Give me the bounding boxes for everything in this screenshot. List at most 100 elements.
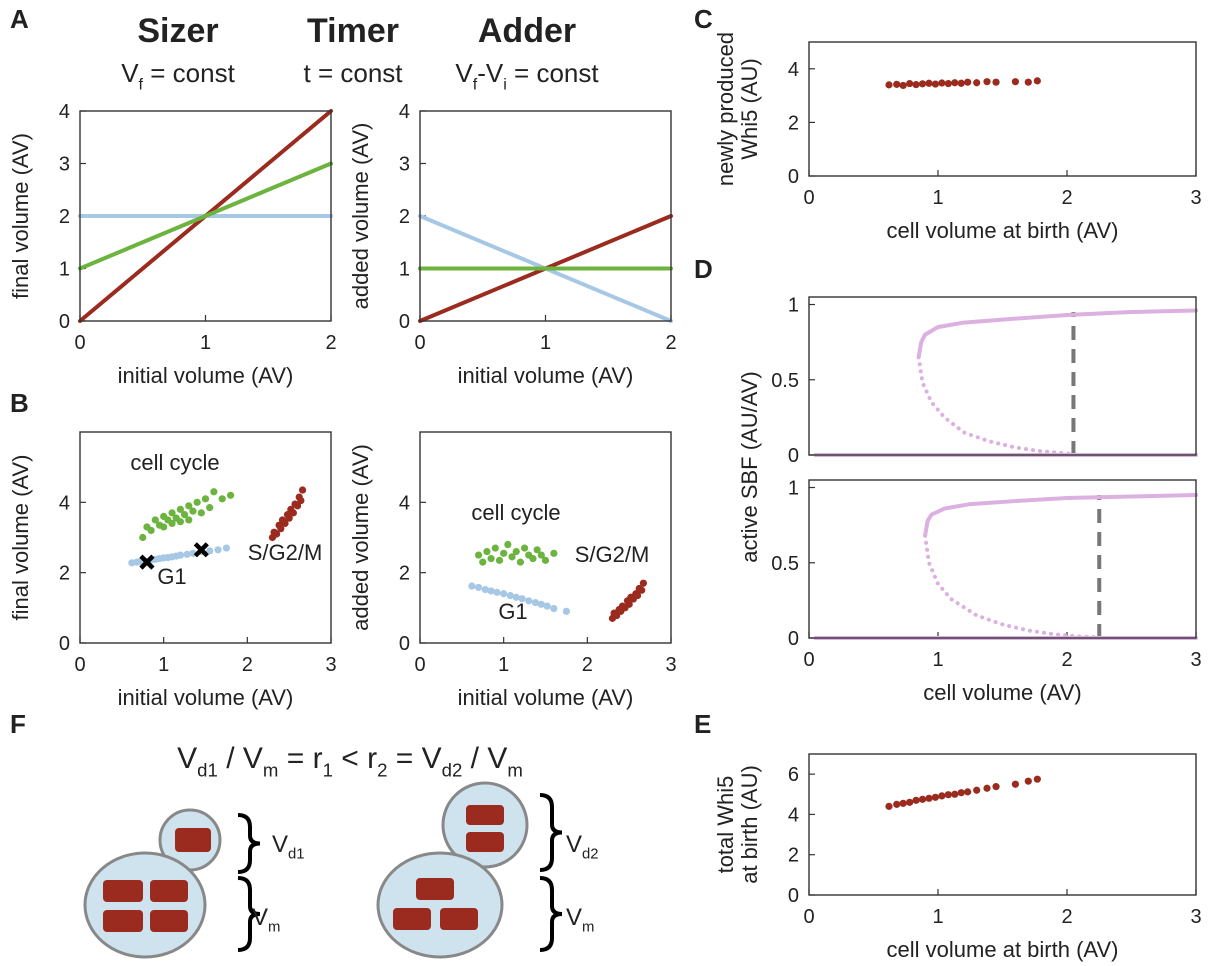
point bbox=[899, 799, 907, 807]
brace bbox=[237, 876, 261, 952]
y-tick-label: 4 bbox=[788, 804, 799, 826]
formula-text: t = const bbox=[304, 58, 404, 88]
axes: 0 1 2 0 1 2 3 4 initial volume (AV) final volume … bbox=[8, 101, 337, 388]
x-tick-label: 3 bbox=[325, 654, 336, 676]
diagram-f bbox=[83, 781, 563, 959]
x-tick-label: 0 bbox=[414, 654, 425, 676]
subscript: i bbox=[503, 75, 507, 93]
x-tick-label: 0 bbox=[803, 187, 814, 209]
point bbox=[893, 80, 901, 88]
x-axis-label: cell volume at birth (AV) bbox=[887, 937, 1119, 962]
point bbox=[951, 790, 959, 798]
point bbox=[168, 519, 176, 528]
point bbox=[168, 509, 176, 517]
plot-area bbox=[809, 480, 1196, 638]
point bbox=[885, 81, 893, 89]
y-tick-label: 2 bbox=[399, 206, 410, 228]
subscript: 1 bbox=[323, 759, 333, 780]
point bbox=[918, 80, 927, 88]
point bbox=[176, 518, 184, 526]
series-label: G1 bbox=[498, 599, 527, 624]
brace bbox=[539, 793, 563, 872]
point bbox=[151, 516, 159, 524]
point bbox=[516, 558, 525, 566]
series-label: G1 bbox=[157, 564, 186, 589]
point bbox=[912, 81, 920, 89]
point bbox=[562, 607, 571, 615]
y-tick-label: 1 bbox=[399, 259, 410, 281]
plot-area bbox=[809, 42, 1196, 176]
plot-area bbox=[420, 432, 671, 643]
y-tick-label: 2 bbox=[399, 563, 410, 585]
whi5-blocks bbox=[103, 828, 211, 932]
point bbox=[183, 550, 191, 558]
diagram-title: Vd1 / Vm = r1 < r2 = Vd2 / Vm bbox=[177, 742, 523, 780]
formula-text: V bbox=[177, 742, 197, 775]
point bbox=[638, 586, 646, 594]
block bbox=[466, 805, 504, 825]
y-tick-label: 6 bbox=[788, 764, 799, 786]
block bbox=[466, 832, 504, 852]
point bbox=[951, 79, 959, 87]
subscript: d2 bbox=[442, 759, 463, 780]
brace bbox=[539, 876, 563, 952]
point bbox=[495, 556, 504, 564]
point bbox=[906, 79, 914, 88]
axes-frame bbox=[79, 110, 332, 322]
block bbox=[103, 880, 143, 902]
series-line bbox=[923, 533, 1102, 640]
y-tick-label: 0.5 bbox=[771, 553, 799, 575]
y-axis-label: active SBF (AU/AV) bbox=[737, 371, 762, 563]
point bbox=[525, 597, 533, 605]
subscript: m bbox=[268, 920, 280, 936]
block bbox=[393, 908, 431, 930]
point bbox=[938, 792, 946, 800]
y-tick-label: 0 bbox=[399, 633, 410, 655]
point bbox=[504, 540, 512, 549]
point bbox=[973, 786, 981, 794]
y-tick-label: 1 bbox=[788, 295, 799, 317]
axes: 0 1 2 3 0 2 4 initial volume (AV) final volume (… bbox=[8, 431, 337, 710]
point bbox=[639, 579, 647, 587]
point bbox=[541, 556, 550, 564]
model-rule: Vf-Vi = const bbox=[455, 58, 599, 93]
point bbox=[1011, 780, 1020, 788]
subscript: f bbox=[473, 75, 478, 93]
axes: 0 0.5 1 active SBF (AU/AV) bbox=[737, 295, 1198, 563]
axes: 0 1 2 3 0 0.5 1 cell volume (AV) bbox=[771, 478, 1201, 705]
series-label: S/G2/M bbox=[575, 542, 650, 567]
point bbox=[992, 783, 1000, 791]
formula-text: V bbox=[121, 58, 139, 88]
point bbox=[1033, 775, 1041, 783]
point bbox=[180, 511, 189, 519]
point bbox=[537, 600, 545, 608]
y-axis-label: newly produced bbox=[713, 32, 738, 186]
point bbox=[197, 509, 205, 517]
x-tick-label: 0 bbox=[74, 332, 85, 354]
point bbox=[479, 558, 487, 566]
model-rule: Vf = const bbox=[121, 58, 235, 93]
model-name: Adder bbox=[478, 12, 576, 50]
point bbox=[931, 793, 940, 801]
subscript: f bbox=[139, 75, 144, 93]
y-tick-label: 0.5 bbox=[771, 370, 799, 392]
point bbox=[518, 595, 526, 603]
series-label: cell cycle bbox=[471, 500, 560, 525]
point bbox=[918, 795, 927, 803]
x-axis-label: cell volume (AV) bbox=[923, 680, 1082, 705]
axes-frame bbox=[808, 41, 1197, 177]
y-tick-label: 3 bbox=[59, 154, 70, 176]
y-tick-label: 4 bbox=[399, 101, 410, 123]
y-axis-label: added volume (AV) bbox=[348, 123, 373, 310]
subscript: m bbox=[263, 759, 279, 780]
point bbox=[227, 491, 235, 499]
y-tick-label: 1 bbox=[59, 259, 70, 281]
point bbox=[1033, 77, 1041, 85]
y-tick-label: 0 bbox=[788, 166, 799, 188]
formula-text: / V bbox=[218, 742, 263, 775]
formula-text: = r bbox=[278, 742, 322, 775]
y-tick-label: 0 bbox=[399, 311, 410, 333]
formula-text: V bbox=[455, 58, 473, 88]
series-label: cell cycle bbox=[130, 450, 219, 475]
block bbox=[150, 880, 188, 902]
